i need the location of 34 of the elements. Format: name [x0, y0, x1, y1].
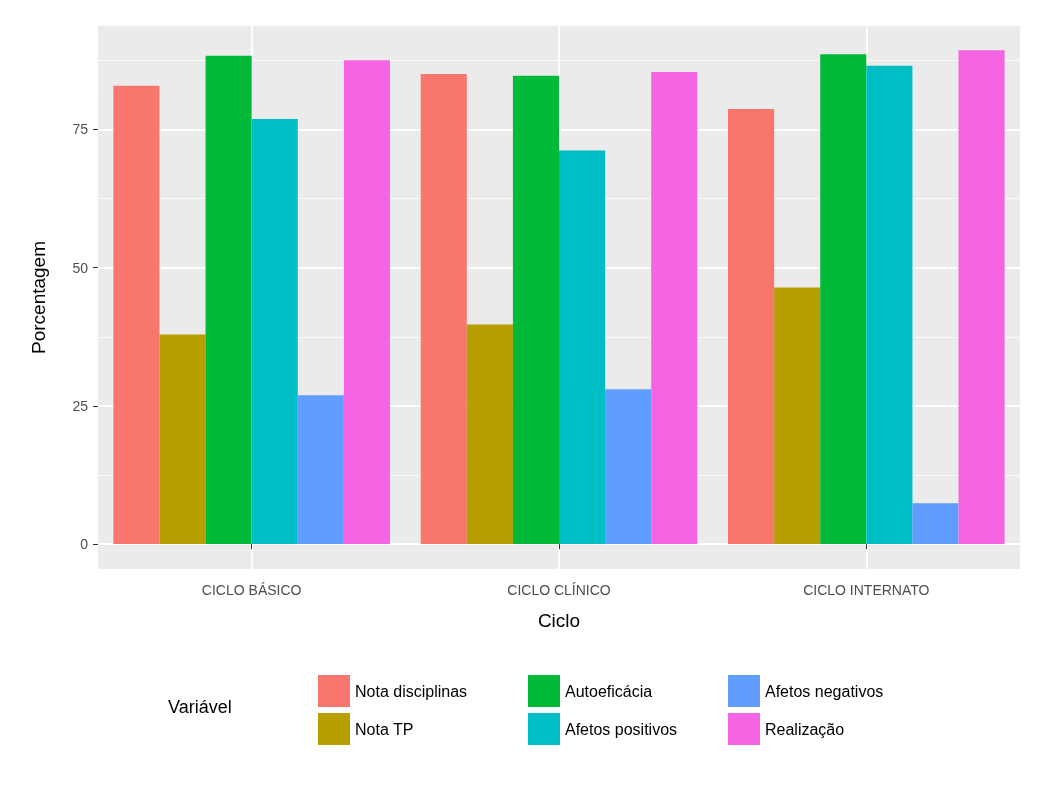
bar: [958, 50, 1005, 545]
bar: [866, 65, 913, 545]
bar: [297, 395, 344, 545]
legend-label: Afetos positivos: [565, 720, 678, 738]
bar: [559, 150, 606, 545]
legend-label: Realização: [765, 720, 845, 738]
bar: [605, 389, 652, 545]
x-tick-label: CICLO CLÍNICO: [507, 582, 611, 598]
bar: [343, 60, 390, 545]
y-tick-label: 0: [80, 536, 89, 553]
legend-label: Nota TP: [355, 720, 414, 738]
bar: [728, 108, 775, 545]
bar: [466, 324, 513, 545]
legend-label: Afetos negativos: [765, 682, 884, 700]
x-tick-label: CICLO INTERNATO: [803, 582, 930, 598]
x-axis-title: Ciclo: [537, 610, 581, 631]
legend-label: Nota disciplinas: [355, 682, 468, 700]
bar: [113, 85, 160, 545]
bar: [512, 75, 559, 545]
bar: [912, 503, 959, 545]
y-axis-title: Porcentagem: [28, 240, 49, 355]
y-tick-label: 75: [72, 121, 89, 138]
bar: [651, 71, 698, 545]
x-tick-label: CICLO BÁSICO: [201, 582, 302, 598]
bar: [420, 74, 467, 545]
bar: [774, 287, 821, 545]
bar: [205, 55, 252, 545]
legend-label: Autoeficácia: [565, 682, 653, 700]
bar: [159, 334, 206, 545]
legend-title: Variável: [168, 697, 232, 717]
bar: [251, 118, 298, 545]
bar: [820, 54, 867, 545]
y-tick-label: 50: [72, 259, 89, 276]
y-tick-label: 25: [72, 397, 89, 414]
